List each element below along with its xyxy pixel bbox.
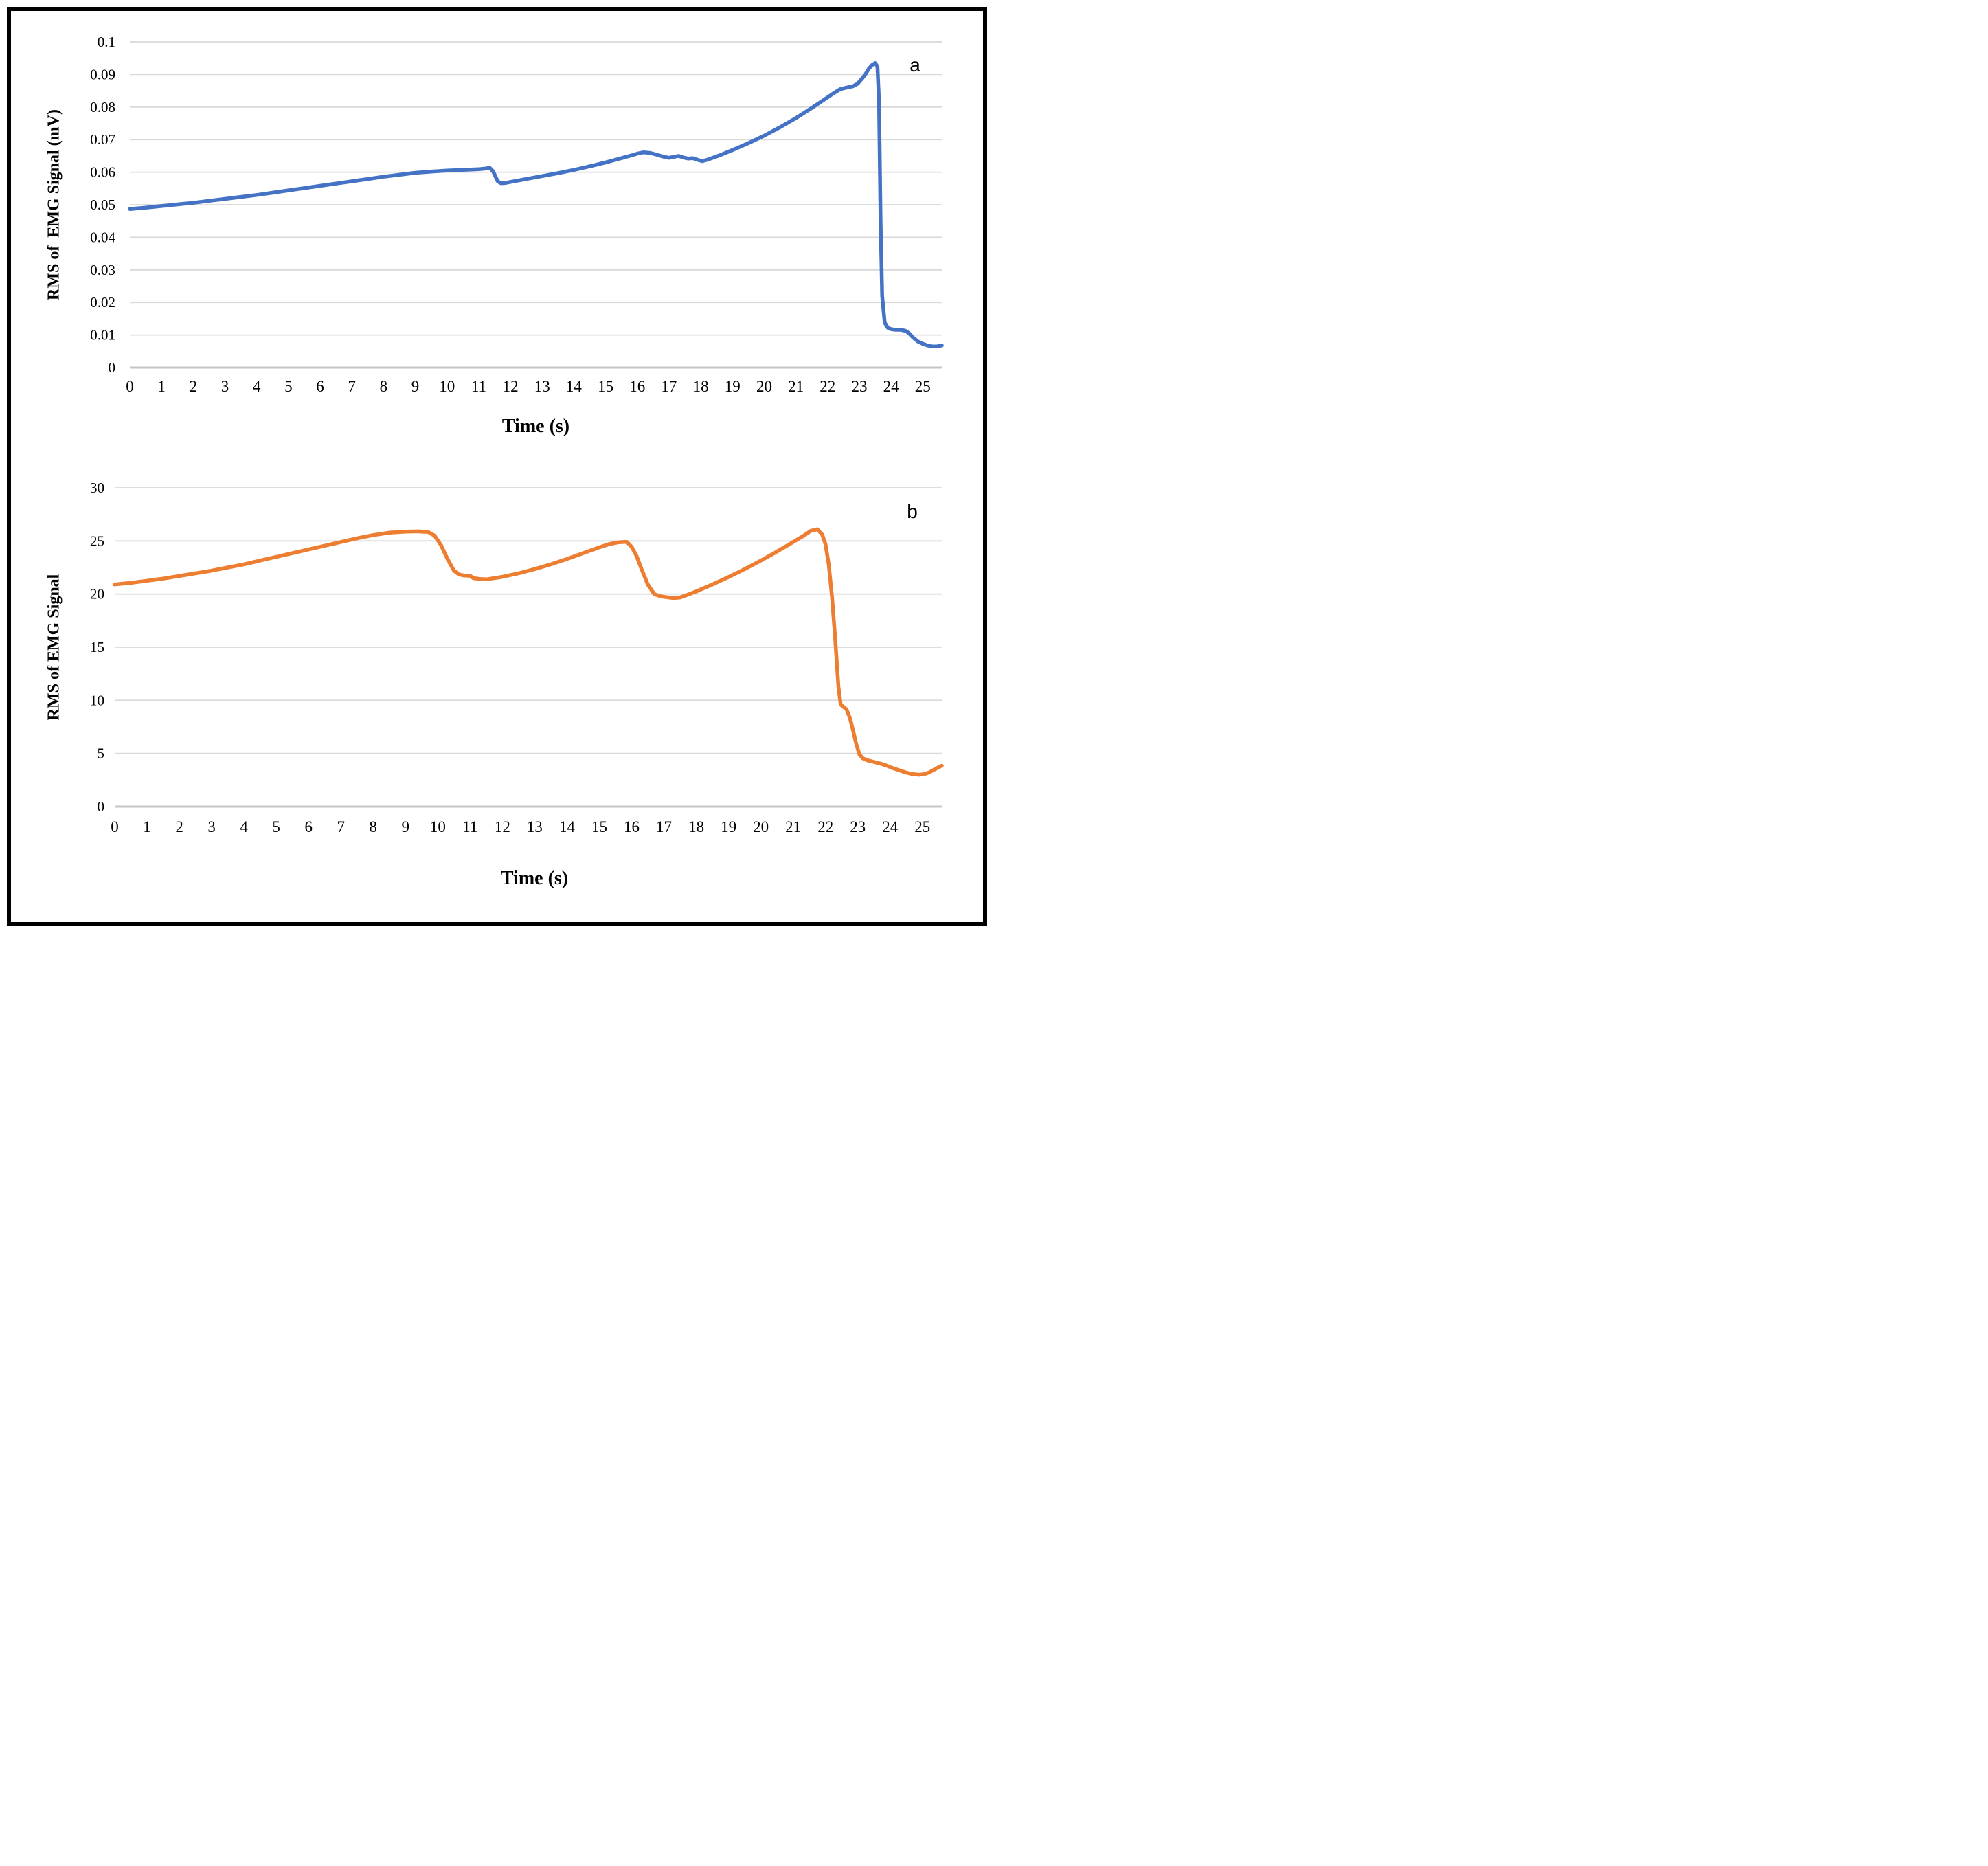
- y-tick-label: 0.04: [90, 229, 115, 245]
- y-tick-label: 10: [90, 692, 104, 708]
- x-tick-label: 6: [304, 818, 313, 835]
- x-tick-label: 22: [820, 378, 835, 395]
- x-tick-label: 11: [462, 818, 477, 835]
- x-tick-label: 19: [721, 818, 736, 835]
- x-tick-label: 20: [756, 378, 772, 395]
- chart-a-x-axis-title: Time (s): [501, 416, 570, 437]
- x-tick-label: 17: [656, 818, 672, 835]
- y-tick-label: 0.07: [90, 131, 115, 148]
- y-tick-label: 30: [90, 480, 104, 496]
- y-tick-label: 0.05: [90, 196, 115, 213]
- x-tick-label: 1: [157, 378, 166, 395]
- y-tick-label: 0.08: [90, 99, 115, 115]
- chart-a-panel-label: a: [910, 54, 920, 76]
- x-tick-label: 9: [402, 818, 410, 835]
- emg-series-line-a: [128, 61, 944, 348]
- y-tick-label: 0: [98, 798, 105, 815]
- x-tick-label: 5: [284, 378, 293, 395]
- y-tick-label: 15: [90, 639, 104, 655]
- x-tick-label: 5: [272, 818, 280, 835]
- x-tick-label: 1: [143, 818, 151, 835]
- x-tick-label: 14: [566, 378, 583, 395]
- chart-b-panel: 0 5 10 15 20 25 30 0 1 2 3 4 5 6 7 8 9 10 11 12 13 14 15 16 17 18…: [0, 453, 994, 933]
- x-tick-label: 7: [348, 378, 356, 395]
- x-tick-label: 11: [471, 378, 486, 395]
- x-tick-label: 14: [559, 818, 576, 835]
- x-tick-label: 7: [337, 818, 345, 835]
- x-tick-label: 23: [850, 818, 866, 835]
- y-tick-label: 5: [98, 745, 105, 762]
- x-tick-label: 23: [851, 378, 867, 395]
- x-tick-label: 17: [661, 378, 677, 395]
- y-tick-label: 25: [90, 532, 104, 549]
- x-tick-label: 10: [430, 818, 446, 835]
- x-tick-label: 16: [629, 378, 645, 395]
- chart-a-panel: 0 0.01 0.02 0.03 0.04 0.05 0.06 0.07 0.08 0.09 0.1…: [0, 0, 994, 453]
- y-tick-label: 0.01: [90, 327, 115, 344]
- x-tick-label: 0: [111, 818, 119, 835]
- x-tick-label: 3: [207, 818, 216, 835]
- figure-emg-rms: 0 0.01 0.02 0.03 0.04 0.05 0.06 0.07 0.08 0.09 0.1…: [0, 0, 994, 933]
- x-tick-label: 4: [240, 818, 248, 835]
- x-tick-label: 21: [788, 378, 804, 395]
- y-tick-label: 20: [90, 586, 104, 603]
- emg-series-line-b: [113, 527, 944, 777]
- x-tick-label: 25: [914, 818, 930, 835]
- x-tick-label: 8: [370, 818, 378, 835]
- x-tick-label: 13: [527, 818, 543, 835]
- y-tick-label: 0: [109, 359, 116, 376]
- x-tick-label: 9: [411, 378, 420, 395]
- x-tick-label: 2: [175, 818, 183, 835]
- y-tick-label: 0.1: [98, 34, 115, 50]
- x-tick-label: 6: [316, 378, 324, 395]
- y-tick-label: 0.06: [90, 164, 115, 181]
- x-tick-label: 18: [693, 378, 709, 395]
- x-tick-label: 8: [380, 378, 388, 395]
- x-tick-label: 15: [591, 818, 607, 835]
- x-tick-label: 10: [439, 378, 455, 395]
- chart-b-y-axis-title: RMS of EMG Signal: [45, 574, 63, 721]
- y-tick-label: 0.09: [90, 66, 115, 82]
- x-tick-label: 0: [126, 378, 134, 395]
- y-tick-label: 0.03: [90, 262, 115, 278]
- x-tick-label: 24: [882, 818, 899, 835]
- chart-b-panel-label: b: [907, 501, 918, 522]
- x-tick-label: 12: [495, 818, 510, 835]
- x-tick-label: 2: [190, 378, 198, 395]
- x-tick-label: 20: [753, 818, 769, 835]
- x-tick-label: 22: [817, 818, 833, 835]
- x-tick-label: 12: [503, 378, 519, 395]
- x-tick-label: 21: [785, 818, 801, 835]
- x-tick-label: 15: [598, 378, 613, 395]
- x-tick-label: 3: [221, 378, 229, 395]
- chart-b-x-axis-title: Time (s): [500, 868, 569, 889]
- x-tick-label: 4: [253, 378, 261, 395]
- y-tick-label: 0.02: [90, 294, 115, 311]
- chart-a-y-axis-title: RMS of EMG Signal (mV): [45, 109, 63, 300]
- chart-a-plot: 0 0.01 0.02 0.03 0.04 0.05 0.06 0.07 0.08 0.09 0.1…: [90, 34, 944, 395]
- x-tick-label: 18: [688, 818, 704, 835]
- x-tick-label: 24: [883, 378, 900, 395]
- x-tick-label: 16: [624, 818, 640, 835]
- x-tick-label: 13: [534, 378, 550, 395]
- x-tick-label: 19: [725, 378, 741, 395]
- x-tick-label: 25: [915, 378, 931, 395]
